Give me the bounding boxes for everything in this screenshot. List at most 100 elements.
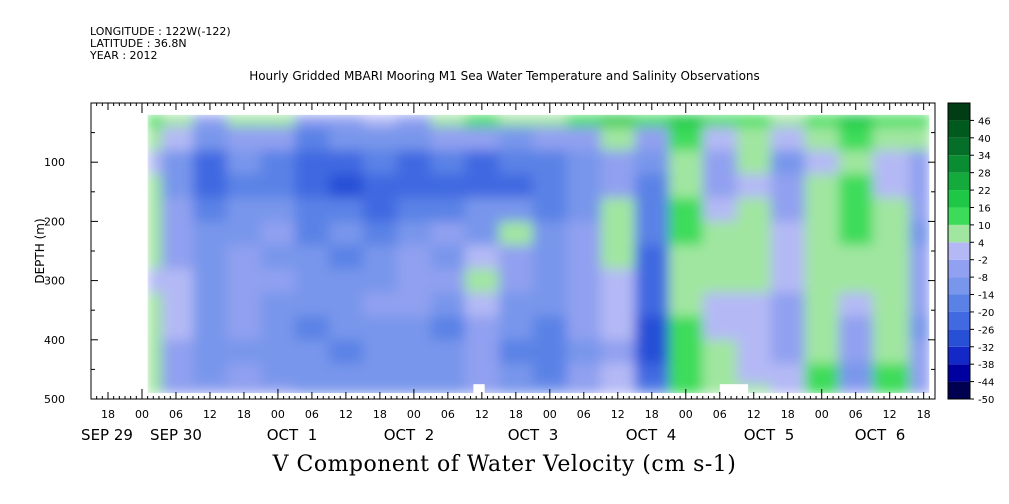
heatmap-cell	[498, 268, 534, 294]
heatmap-cell	[260, 245, 296, 270]
heatmap-cell	[838, 245, 874, 270]
heatmap-cell	[430, 316, 466, 341]
heatmap-cell	[838, 174, 874, 199]
colorbar-swatch	[948, 277, 970, 295]
heatmap-cell	[566, 363, 602, 386]
heatmap-cell	[328, 126, 364, 152]
heatmap-cell	[464, 268, 500, 294]
heatmap-cell	[634, 197, 670, 223]
missing-data-patch	[719, 384, 749, 394]
heatmap-cell	[872, 114, 911, 128]
heatmap-cell	[362, 363, 398, 386]
heatmap-cell	[464, 363, 500, 386]
heatmap-cell	[498, 150, 534, 176]
heatmap-cell	[328, 174, 364, 199]
heatmap-cell	[192, 221, 228, 247]
heatmap-cell	[192, 363, 228, 386]
x-day-label: OCT 3	[508, 426, 559, 444]
colorbar-tick-label: 34	[978, 151, 991, 162]
heatmap-cell	[362, 174, 398, 199]
x-hour-tick-label: 00	[271, 408, 285, 421]
heatmap-cell	[226, 268, 262, 294]
colorbar-tick-label: 40	[978, 134, 991, 145]
heatmap-cell	[872, 384, 911, 395]
colorbar-swatch	[948, 329, 970, 347]
heatmap-cell	[600, 221, 636, 247]
heatmap-cell	[147, 174, 163, 199]
heatmap-cell	[872, 150, 911, 176]
heatmap-cell	[702, 316, 738, 341]
heatmap-cell	[872, 174, 911, 199]
x-hour-tick-label: 00	[815, 408, 829, 421]
heatmap-cell	[770, 363, 806, 386]
x-day-label: OCT 6	[855, 426, 906, 444]
heatmap-cell	[838, 150, 874, 176]
heatmap-cell	[702, 339, 738, 365]
heatmap-cell	[702, 221, 738, 247]
heatmap-cell	[634, 126, 670, 152]
heatmap-cell	[600, 150, 636, 176]
colorbar-tick-label: -8	[978, 273, 988, 284]
x-hour-tick-label: 00	[407, 408, 421, 421]
heatmap-cell	[161, 150, 194, 176]
heatmap-cell	[566, 197, 602, 223]
heatmap-cell	[634, 292, 670, 318]
heatmap-cell	[532, 292, 568, 318]
heatmap-cell	[226, 316, 262, 341]
heatmap-cell	[804, 363, 840, 386]
colorbar-tick-label: 10	[978, 221, 991, 232]
heatmap-cell	[260, 114, 296, 128]
heatmap-cell	[498, 339, 534, 365]
heatmap-cell	[161, 292, 194, 318]
y-tick-label: 100	[44, 156, 65, 169]
heatmap-cell	[532, 339, 568, 365]
heatmap-cell	[770, 316, 806, 341]
heatmap-cell	[294, 221, 330, 247]
heatmap-cell	[192, 316, 228, 341]
colorbar-swatch	[948, 311, 970, 330]
heatmap-cell	[226, 197, 262, 223]
heatmap-cell	[600, 174, 636, 199]
x-hour-tick-label: 12	[339, 408, 353, 421]
heatmap-cell	[838, 384, 874, 395]
heatmap-cell	[736, 316, 772, 341]
x-hour-tick-label: 00	[679, 408, 693, 421]
heatmap-cell	[872, 221, 911, 247]
y-tick-label: 500	[44, 393, 65, 406]
heatmap-cell	[161, 363, 194, 386]
heatmap-cell	[147, 245, 163, 270]
heatmap-cell	[838, 316, 874, 341]
heatmap-cell	[668, 126, 704, 152]
x-hour-tick-label: 06	[713, 408, 727, 421]
heatmap-cell	[161, 197, 194, 223]
heatmap-cell	[668, 221, 704, 247]
heatmap-cell	[566, 316, 602, 341]
heatmap-cell	[668, 363, 704, 386]
heatmap-cell	[498, 221, 534, 247]
heatmap-cell	[532, 221, 568, 247]
heatmap-cell	[328, 316, 364, 341]
heatmap-cell	[362, 114, 398, 128]
missing-data-patch	[473, 384, 485, 394]
x-day-label: SEP 29	[81, 426, 133, 444]
colorbar-tick-label: -32	[978, 343, 994, 354]
colorbar-tick-label: -2	[978, 256, 988, 267]
heatmap-cell	[328, 197, 364, 223]
heatmap-cell	[566, 292, 602, 318]
heatmap-cell	[770, 292, 806, 318]
heatmap-cell	[634, 384, 670, 395]
colorbar-swatch	[948, 242, 970, 260]
heatmap-cell	[566, 114, 602, 128]
heatmap-cell	[192, 126, 228, 152]
colorbar-tick-label: 4	[978, 238, 984, 249]
colorbar-swatch	[948, 381, 970, 399]
colorbar-swatch	[948, 224, 970, 243]
heatmap-cell	[294, 174, 330, 199]
heatmap-cell	[294, 150, 330, 176]
heatmap-cell	[396, 174, 432, 199]
heatmap-cell	[566, 384, 602, 395]
heatmap-cell	[430, 339, 466, 365]
heatmap-cell	[362, 292, 398, 318]
heatmap-cell	[634, 150, 670, 176]
heatmap-cell	[294, 197, 330, 223]
